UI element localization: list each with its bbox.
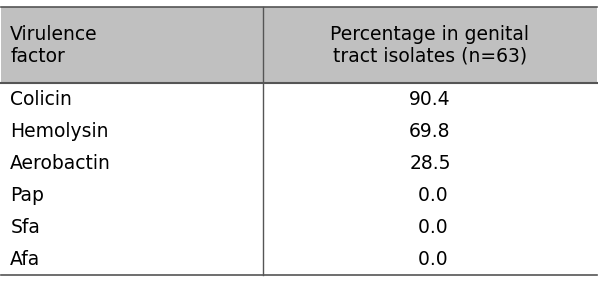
FancyBboxPatch shape [1,115,597,147]
FancyBboxPatch shape [1,243,597,275]
Text: 90.4: 90.4 [409,90,451,109]
Text: 0.0: 0.0 [412,250,448,268]
Text: 0.0: 0.0 [412,218,448,237]
FancyBboxPatch shape [1,147,597,179]
Text: 69.8: 69.8 [409,122,451,141]
Text: 0.0: 0.0 [412,186,448,205]
Text: Sfa: Sfa [10,218,40,237]
FancyBboxPatch shape [1,211,597,243]
Text: Aerobactin: Aerobactin [10,154,111,173]
Text: Virulence
factor: Virulence factor [10,25,98,66]
FancyBboxPatch shape [1,179,597,211]
Text: Hemolysin: Hemolysin [10,122,109,141]
Text: Percentage in genital
tract isolates (n=63): Percentage in genital tract isolates (n=… [331,25,529,66]
Text: 28.5: 28.5 [409,154,451,173]
Text: Pap: Pap [10,186,44,205]
Text: Colicin: Colicin [10,90,72,109]
FancyBboxPatch shape [1,7,597,83]
FancyBboxPatch shape [1,83,597,115]
Text: Afa: Afa [10,250,41,268]
